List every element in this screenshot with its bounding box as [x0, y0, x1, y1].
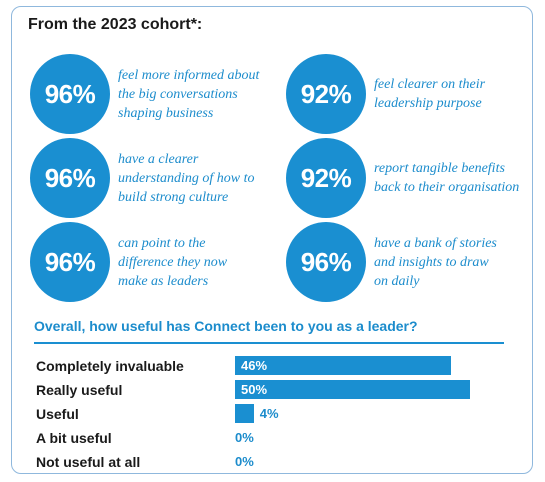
category-label: Really useful [36, 382, 123, 398]
bar-value-label: 0% [235, 454, 254, 469]
stat-circle: 96% [30, 138, 110, 218]
bar [235, 356, 452, 375]
stat-description: feel more informed about the big convers… [118, 67, 260, 121]
stat-description: report tangible benefits back to their o… [374, 161, 520, 195]
bar [235, 380, 470, 399]
category-label: Useful [36, 406, 79, 422]
stat-circle: 96% [286, 222, 366, 302]
stat-circle: 96% [30, 222, 110, 302]
bar [235, 404, 254, 423]
bar-value-label: 0% [235, 430, 254, 445]
stat-description: have a bank of stories and insights to d… [374, 235, 497, 289]
stat-description: feel clearer on their leadership purpose [374, 77, 486, 111]
cohort-heading: From the 2023 cohort*: [28, 16, 203, 33]
stat-circle: 92% [286, 138, 366, 218]
stat-circle: 96% [30, 54, 110, 134]
category-label: Not useful at all [36, 454, 141, 470]
bar-value-label: 4% [259, 406, 279, 421]
category-label: Completely invaluable [36, 358, 184, 374]
stat-description: have a clearer understanding of how to b… [118, 151, 255, 205]
title-divider [34, 342, 504, 344]
bar-value-label: 46% [241, 358, 268, 373]
chart-title: Overall, how useful has Connect been to … [34, 318, 418, 334]
bar-value-label: 50% [241, 382, 268, 397]
stat-description: can point to the difference they now mak… [118, 235, 228, 289]
stat-circle: 92% [286, 54, 366, 134]
category-label: A bit useful [36, 430, 112, 446]
